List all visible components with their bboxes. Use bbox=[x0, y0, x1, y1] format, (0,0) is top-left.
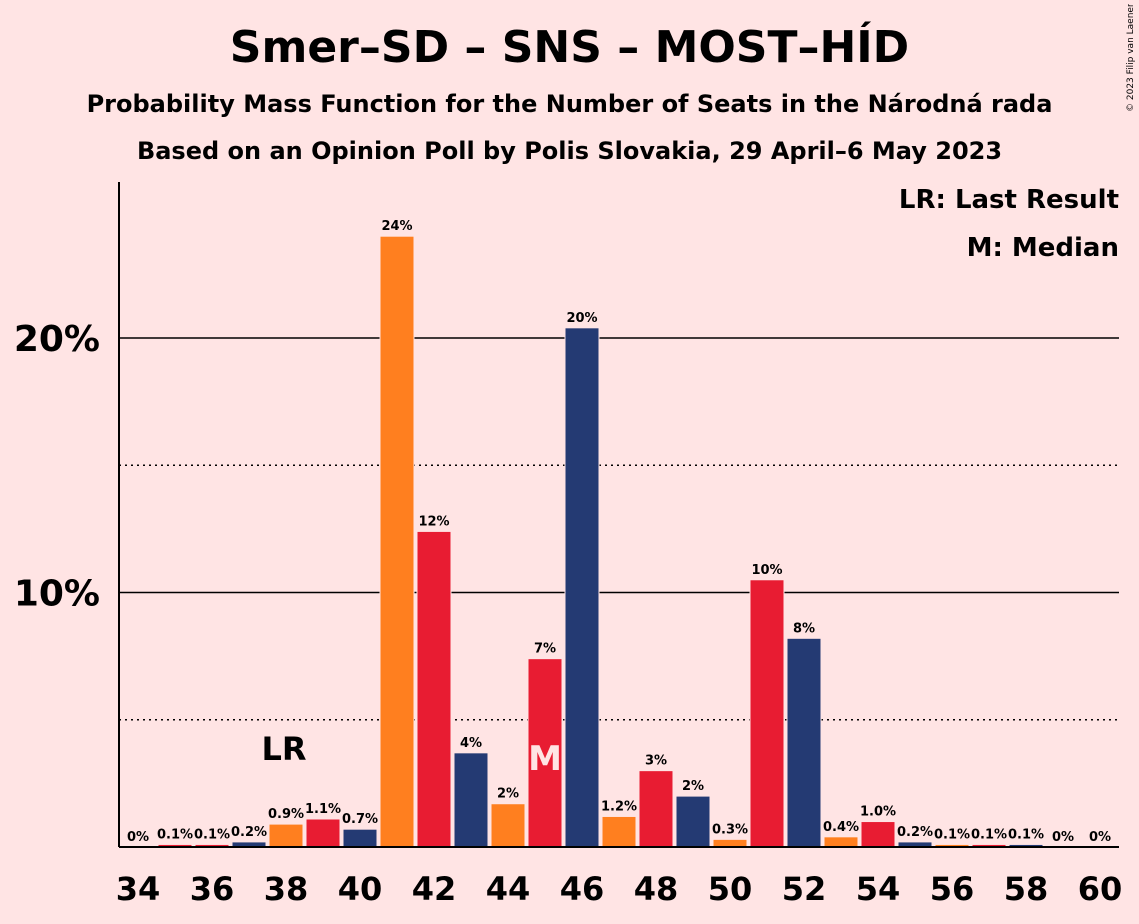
bar-54 bbox=[860, 821, 896, 848]
y-tick-label: 10% bbox=[14, 574, 100, 615]
bar-51 bbox=[749, 579, 785, 848]
bar-labels: 0% 0.1% 0.1% 0.2%0.9% 1.1%0.7%24%12%4%2%7%20… bbox=[127, 219, 1111, 845]
bar-52 bbox=[786, 637, 822, 848]
bar-label-51: 10% bbox=[751, 563, 782, 578]
bar-label-43: 4% bbox=[460, 736, 482, 751]
x-tick-label: 34 bbox=[116, 870, 161, 908]
last-result-marker: LR bbox=[261, 730, 306, 768]
bar-label-50: 0.3% bbox=[712, 822, 748, 837]
bar-label-52: 8% bbox=[793, 621, 815, 636]
chart-title: Smer–SD – SNS – MOST–HÍD bbox=[229, 22, 910, 73]
bar-label-56: 0.1% bbox=[934, 827, 970, 842]
bar-label-46: 20% bbox=[566, 311, 597, 326]
bar-label-48: 3% bbox=[645, 754, 667, 769]
y-tick-label: 20% bbox=[14, 319, 100, 360]
legend-median: M: Median bbox=[966, 233, 1119, 263]
chart-source: Based on an Opinion Poll by Polis Slovak… bbox=[136, 137, 1003, 165]
copyright-text: © 2023 Filip van Laenen bbox=[1126, 4, 1136, 112]
bar-label-54: 1.0% bbox=[860, 805, 896, 820]
bar-label-55: 0.2% bbox=[897, 825, 933, 840]
axes: 10% 20% 34 36 38 40 42 44 46 48 50 52 54 56 58 60 bbox=[14, 182, 1122, 908]
x-tick-label: 56 bbox=[930, 870, 975, 908]
x-tick-label: 54 bbox=[856, 870, 901, 908]
copyright-notice: © 2023 Filip van Laenen bbox=[1126, 4, 1136, 112]
bar-43 bbox=[453, 752, 489, 848]
x-tick-label: 42 bbox=[412, 870, 457, 908]
bar-label-38: 0.9% bbox=[268, 807, 304, 822]
bar-44 bbox=[490, 803, 526, 848]
x-tick-label: 44 bbox=[486, 870, 531, 908]
bar-45 bbox=[527, 658, 563, 848]
x-tick-label: 52 bbox=[782, 870, 827, 908]
x-tick-label: 38 bbox=[264, 870, 309, 908]
bar-label-41: 24% bbox=[381, 219, 412, 234]
bar-label-39: 1.1% bbox=[305, 802, 341, 817]
bar-label-36: 0.1% bbox=[194, 827, 230, 842]
bar-40 bbox=[342, 828, 378, 848]
bar-label-44: 2% bbox=[497, 787, 519, 802]
x-tick-label: 50 bbox=[708, 870, 753, 908]
bar-47 bbox=[601, 815, 637, 848]
bar-41 bbox=[379, 235, 415, 848]
bar-label-47: 1.2% bbox=[601, 799, 637, 814]
bar-label-59: 0% bbox=[1052, 830, 1074, 845]
bar-48 bbox=[638, 770, 674, 848]
bar-label-45: 7% bbox=[534, 642, 556, 657]
bar-label-34: 0% bbox=[127, 830, 149, 845]
bar-label-42: 12% bbox=[418, 514, 449, 529]
chart-subtitle: Probability Mass Function for the Number… bbox=[86, 90, 1053, 118]
bar-42 bbox=[416, 530, 452, 848]
annotations: LR M bbox=[261, 730, 561, 779]
x-tick-label: 46 bbox=[560, 870, 605, 908]
legend-last-result: LR: Last Result bbox=[898, 185, 1119, 215]
x-tick-label: 40 bbox=[338, 870, 383, 908]
bar-label-37: 0.2% bbox=[231, 825, 267, 840]
bars bbox=[157, 235, 1044, 848]
bar-label-60: 0% bbox=[1089, 830, 1111, 845]
bar-label-40: 0.7% bbox=[342, 812, 378, 827]
x-tick-label: 36 bbox=[190, 870, 235, 908]
x-tick-label: 48 bbox=[634, 870, 679, 908]
gridlines bbox=[119, 337, 1119, 721]
median-marker: M bbox=[528, 739, 562, 779]
x-tick-label: 58 bbox=[1004, 870, 1049, 908]
bar-53 bbox=[823, 836, 859, 848]
bar-50 bbox=[712, 838, 748, 848]
bar-label-57: 0.1% bbox=[971, 827, 1007, 842]
bar-label-35: 0.1% bbox=[157, 827, 193, 842]
x-tick-label: 60 bbox=[1078, 870, 1123, 908]
bar-39 bbox=[305, 818, 341, 848]
bar-label-53: 0.4% bbox=[823, 820, 859, 835]
bar-49 bbox=[675, 795, 711, 848]
bar-label-58: 0.1% bbox=[1008, 827, 1044, 842]
bar-label-49: 2% bbox=[682, 779, 704, 794]
bar-46 bbox=[564, 327, 600, 848]
bar-38 bbox=[268, 823, 304, 848]
